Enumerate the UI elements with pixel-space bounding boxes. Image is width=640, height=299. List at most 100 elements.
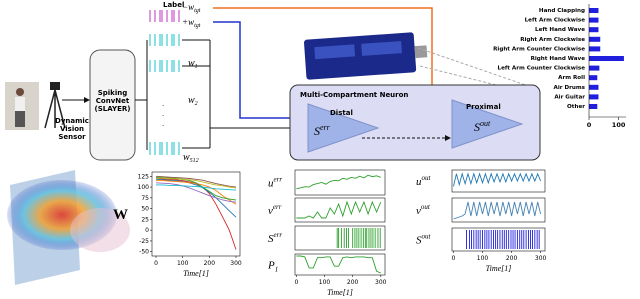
- signal-line: [296, 255, 381, 274]
- signal-line: [296, 174, 381, 190]
- convnet-label: ConvNet: [96, 97, 130, 105]
- panel-label: uout: [416, 174, 432, 188]
- y-tick-label: 125: [138, 173, 150, 180]
- bar: [589, 104, 598, 109]
- zoom-line: [417, 47, 541, 97]
- bar: [589, 17, 599, 23]
- weight-connector: [182, 39, 306, 149]
- superscript: err: [274, 176, 283, 184]
- convnet-label: Spiking: [98, 89, 128, 97]
- signal-line: [453, 201, 542, 220]
- plot-frame: [294, 225, 386, 251]
- distal-compartment: [307, 103, 380, 153]
- bar-label: Hand Clapping: [539, 8, 585, 14]
- plot-frame: [294, 169, 386, 196]
- weight-label: w2: [188, 95, 198, 107]
- convnet-box: [89, 49, 136, 161]
- subscript: 1: [275, 266, 279, 274]
- x-axis-label: Time[1]: [486, 264, 512, 273]
- panel-label: verr: [268, 203, 282, 217]
- neuron-title: Multi-Compartment Neuron: [300, 91, 408, 99]
- minus-w-tgt: −wtgt: [182, 2, 201, 14]
- x-tick-label: 100: [177, 260, 189, 267]
- x-axis-label: Time[1]: [327, 288, 353, 297]
- symbol: u: [268, 178, 274, 190]
- x-tick-label: 200: [506, 255, 518, 262]
- symbol: S: [416, 235, 422, 247]
- plot-frame: [294, 253, 386, 276]
- panel-label: uerr: [268, 176, 282, 190]
- y-tick-label: 75: [141, 195, 149, 202]
- weight-symbol: W: [113, 207, 128, 223]
- y-tick-label: 0: [145, 227, 149, 234]
- superscript: out: [422, 233, 432, 241]
- weight-line: [156, 177, 237, 201]
- bar: [589, 84, 599, 90]
- subscript: 512: [190, 158, 199, 164]
- symbol: P: [267, 260, 275, 272]
- plot-frame: [451, 227, 546, 252]
- x-tick-label: 0: [154, 260, 158, 267]
- label-title: Label: [163, 1, 184, 9]
- x-tick-label: 0: [294, 279, 298, 286]
- plot-frame: [451, 197, 546, 223]
- x-tick-label: 300: [535, 255, 547, 262]
- weight-line: [156, 184, 237, 191]
- sensor-label: Sensor: [58, 133, 86, 141]
- panel-label: vout: [416, 203, 431, 217]
- bar-label: Right Arm Counter Clockwise: [493, 46, 585, 52]
- ellipsis: ·: [162, 112, 164, 120]
- x-tick-label: 0: [587, 121, 592, 129]
- bar-label: Left Arm Counter Clockwise: [498, 66, 586, 72]
- weight-line: [155, 177, 237, 189]
- proximal-label: Proximal: [466, 103, 501, 111]
- bar-label: Left Hand Wave: [535, 27, 585, 33]
- point-cloud: [7, 170, 130, 285]
- weight-line: [155, 175, 237, 188]
- bar: [589, 56, 624, 61]
- superscript: out: [480, 119, 491, 128]
- symbol: w: [183, 152, 190, 163]
- bar: [589, 75, 598, 81]
- subscript: tgt: [194, 23, 201, 29]
- proximal-compartment: [451, 99, 524, 149]
- neuron-box: [289, 84, 541, 161]
- panel-label: Serr: [268, 231, 282, 245]
- symbol: −w: [182, 2, 194, 12]
- panel-label: Sout: [416, 233, 432, 247]
- bar-label: Air Drums: [554, 85, 586, 91]
- symbol: v: [268, 205, 273, 217]
- sensor-label: Dynamic: [55, 117, 89, 125]
- bar-label: Other: [567, 104, 585, 110]
- weight-line: [156, 180, 237, 205]
- x-tick-label: 200: [204, 260, 216, 267]
- weight-label: w512: [183, 152, 199, 164]
- y-tick-label: -50: [139, 249, 149, 256]
- sensor-image: [5, 82, 66, 130]
- convnet-label: (SLAYER): [95, 105, 131, 113]
- panel-label: P1: [267, 260, 278, 274]
- x-tick-label: 0: [452, 255, 456, 262]
- symbol: v: [416, 205, 421, 217]
- y-tick-label: 25: [141, 216, 149, 223]
- plus-w-tgt: +wtgt: [182, 17, 201, 29]
- bar-label: Air Guitar: [554, 94, 585, 100]
- symbol: S: [268, 233, 274, 245]
- symbol: w: [188, 95, 195, 106]
- sensor-label: Vision: [60, 125, 84, 133]
- y-tick-label: 100: [138, 184, 150, 191]
- chip-image: [304, 32, 428, 80]
- subscript: 2: [195, 101, 198, 107]
- x-tick-label: 100: [612, 121, 626, 129]
- bar: [589, 65, 600, 71]
- bar: [589, 8, 599, 13]
- ellipsis: ·: [162, 122, 164, 130]
- plot-frame: [151, 171, 241, 257]
- superscript: out: [422, 174, 432, 182]
- superscript: err: [274, 231, 283, 239]
- weight-line: [155, 178, 237, 218]
- bar-label: Left Arm Clockwise: [525, 18, 586, 24]
- weight-line: [155, 182, 237, 203]
